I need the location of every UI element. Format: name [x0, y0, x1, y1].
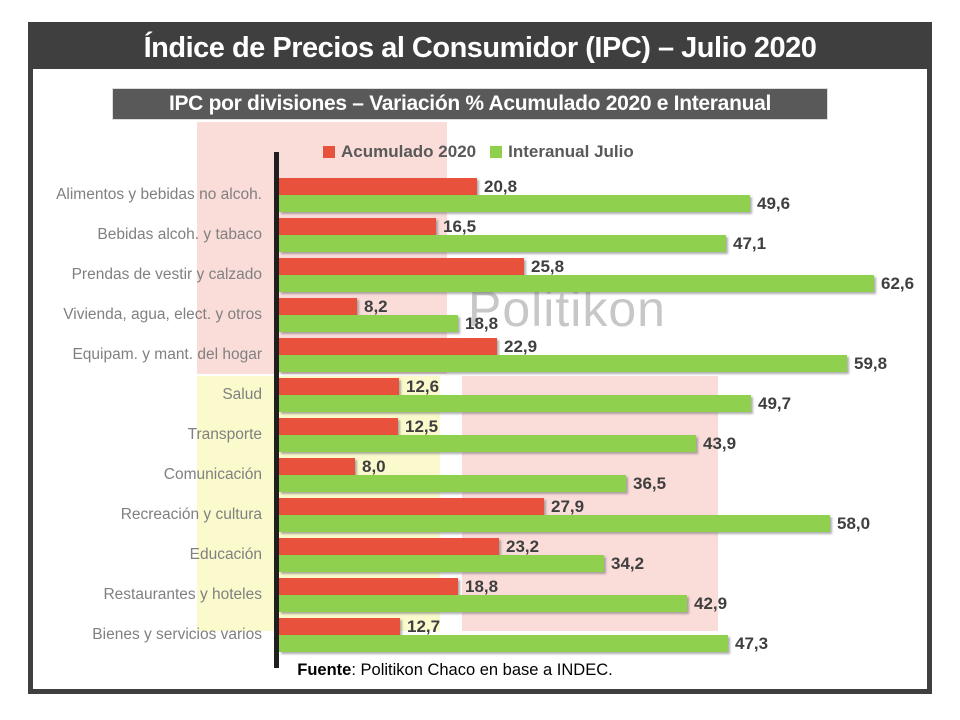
bar-interanual-julio	[279, 395, 751, 412]
value-label-acumulado: 23,2	[506, 536, 540, 556]
value-label-acumulado: 12,5	[405, 416, 439, 436]
legend-swatch-red-icon	[323, 146, 335, 158]
bar-interanual-julio	[279, 195, 750, 212]
bar-interanual-julio	[279, 275, 874, 292]
category-axis-line	[274, 152, 279, 668]
value-label-interanual: 47,3	[735, 633, 769, 653]
bar-interanual-julio	[279, 355, 847, 372]
value-label-interanual: 18,8	[465, 313, 499, 333]
bar-interanual-julio	[279, 635, 728, 652]
value-label-interanual: 36,5	[633, 473, 667, 493]
value-label-interanual: 58,0	[837, 513, 871, 533]
source-note-prefix: Fuente	[297, 661, 352, 679]
value-label-acumulado: 25,8	[531, 256, 565, 276]
category-label: Bienes y servicios varios	[92, 626, 262, 643]
legend-item-acumulado: Acumulado 2020	[323, 142, 476, 162]
value-label-interanual: 43,9	[703, 433, 737, 453]
bar-acumulado-2020	[279, 178, 477, 195]
legend-swatch-green-icon	[490, 146, 503, 158]
bar-acumulado-2020	[279, 338, 497, 355]
value-label-interanual: 59,8	[854, 353, 888, 373]
legend: Acumulado 2020 Interanual Julio	[323, 142, 634, 162]
value-label-acumulado: 8,2	[364, 296, 388, 316]
bar-acumulado-2020	[279, 218, 436, 235]
bar-interanual-julio	[279, 515, 830, 532]
bar-acumulado-2020	[279, 578, 458, 595]
bar-acumulado-2020	[279, 458, 355, 475]
value-label-acumulado: 27,9	[551, 496, 585, 516]
value-label-acumulado: 8,0	[362, 456, 386, 476]
category-label: Bebidas alcoh. y tabaco	[97, 226, 262, 243]
page-title-bar: Índice de Precios al Consumidor (IPC) – …	[33, 27, 927, 69]
chart-subtitle-bar: IPC por divisiones – Variación % Acumula…	[112, 88, 828, 120]
category-label: Vivienda, agua, elect. y otros	[63, 306, 262, 323]
bar-acumulado-2020	[279, 298, 357, 315]
bar-interanual-julio	[279, 595, 687, 612]
bar-acumulado-2020	[279, 378, 399, 395]
legend-label-acumulado: Acumulado 2020	[341, 142, 477, 161]
value-label-interanual: 62,6	[881, 273, 915, 293]
value-label-acumulado: 16,5	[443, 216, 477, 236]
bar-acumulado-2020	[279, 258, 524, 275]
bar-interanual-julio	[279, 555, 604, 572]
value-label-interanual: 42,9	[694, 593, 728, 613]
bar-acumulado-2020	[279, 418, 398, 435]
category-label: Equipam. y mant. del hogar	[72, 346, 262, 363]
category-label: Prendas de vestir y calzado	[71, 266, 262, 283]
value-label-acumulado: 18,8	[465, 576, 499, 596]
bar-acumulado-2020	[279, 498, 544, 515]
page-title: Índice de Precios al Consumidor (IPC) – …	[143, 31, 817, 64]
category-label: Restaurantes y hoteles	[103, 586, 262, 603]
category-label: Recreación y cultura	[120, 506, 262, 523]
value-label-interanual: 49,7	[758, 393, 792, 413]
bar-interanual-julio	[279, 435, 696, 452]
legend-label-interanual: Interanual Julio	[508, 142, 634, 161]
value-label-interanual: 49,6	[757, 193, 791, 213]
category-label: Alimentos y bebidas no alcoh.	[56, 186, 262, 203]
category-label: Salud	[222, 386, 262, 403]
category-label: Transporte	[187, 426, 262, 443]
category-label: Comunicación	[163, 466, 262, 483]
value-label-acumulado: 12,6	[406, 376, 440, 396]
bar-acumulado-2020	[279, 538, 499, 555]
source-note: Fuente: Politikon Chaco en base a INDEC.	[120, 661, 790, 680]
value-label-interanual: 34,2	[611, 553, 645, 573]
bar-acumulado-2020	[279, 618, 400, 635]
bar-interanual-julio	[279, 475, 626, 492]
value-label-acumulado: 12,7	[407, 616, 441, 636]
category-label: Educación	[189, 546, 262, 563]
value-label-interanual: 47,1	[733, 233, 767, 253]
value-label-acumulado: 20,8	[484, 176, 518, 196]
source-note-text: : Politikon Chaco en base a INDEC.	[351, 661, 613, 679]
bar-interanual-julio	[279, 315, 458, 332]
bar-interanual-julio	[279, 235, 726, 252]
chart-subtitle: IPC por divisiones – Variación % Acumula…	[168, 92, 772, 115]
value-label-acumulado: 22,9	[504, 336, 538, 356]
legend-item-interanual: Interanual Julio	[490, 142, 634, 162]
